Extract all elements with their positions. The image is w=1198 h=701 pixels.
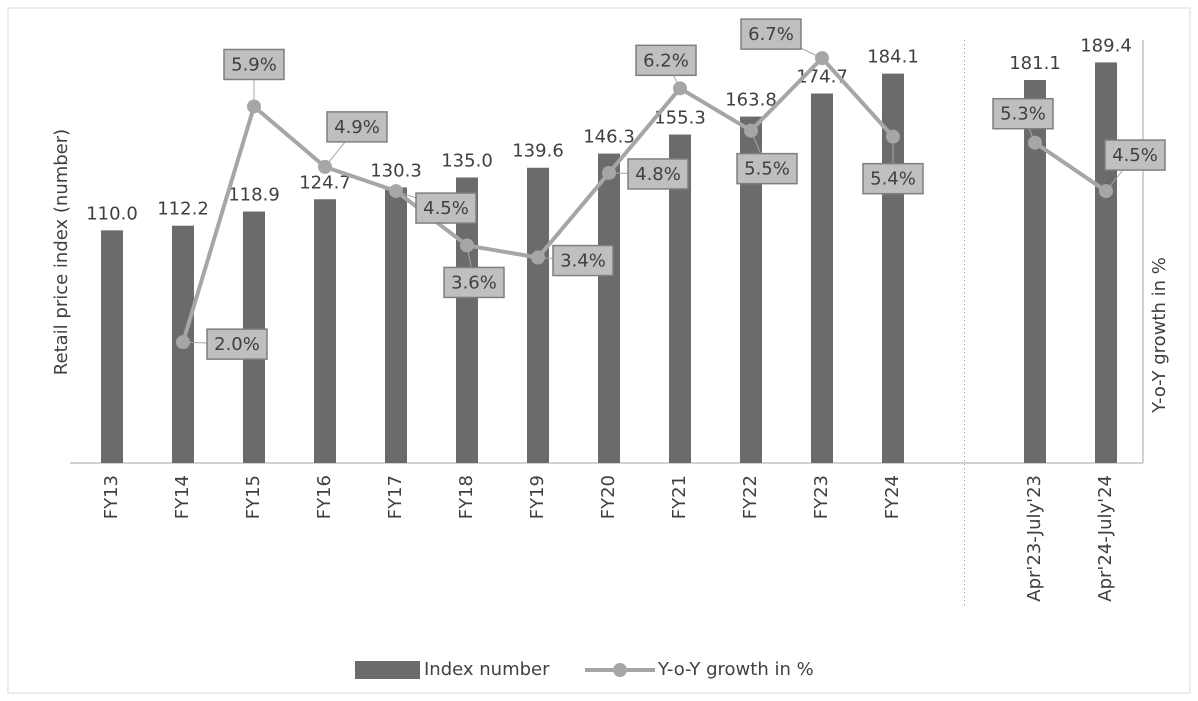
bar: [598, 153, 620, 463]
x-tick-label: FY24: [882, 475, 903, 519]
label-box: [206, 328, 268, 360]
x-tick-label: FY18: [456, 475, 477, 519]
bar: [527, 167, 549, 463]
label-box: [552, 244, 614, 277]
bar-value-label: 118.9: [228, 185, 280, 206]
bar-value-label: 130.3: [370, 160, 422, 181]
label-box: [415, 192, 477, 224]
bar-value-label: 163.8: [725, 90, 777, 111]
bar-value-label: 184.1: [867, 47, 919, 68]
line-value-label: 5.3%: [1000, 104, 1046, 125]
x-tick-label: FY19: [527, 475, 548, 519]
label-box: [1104, 139, 1166, 171]
legend-label: Index number: [424, 659, 550, 680]
label-box: [740, 18, 802, 50]
bar-value-label: 146.3: [583, 127, 635, 148]
legend-marker: [613, 663, 627, 677]
x-tick-label: FY14: [172, 475, 193, 519]
x-tick-label: FY22: [740, 475, 761, 519]
bar: [669, 134, 691, 463]
bar-value-label: 189.4: [1080, 35, 1132, 56]
x-tick-label: FY20: [598, 475, 619, 519]
label-box: [627, 158, 689, 190]
label-box: [223, 48, 285, 81]
bar: [314, 199, 336, 463]
label-box: [862, 162, 924, 195]
line-value-label: 5.4%: [870, 169, 916, 190]
bar-value-label: 139.6: [512, 141, 564, 162]
line-value-label: 6.7%: [748, 24, 794, 45]
label-box: [443, 266, 505, 299]
label-box: [635, 44, 697, 77]
label-box: [326, 111, 388, 143]
line-value-label: 4.8%: [635, 164, 681, 185]
y2-axis-title: Y-o-Y growth in %: [1149, 257, 1170, 414]
bar: [740, 116, 762, 464]
x-tick-label: FY21: [669, 475, 690, 519]
bar: [811, 93, 833, 464]
bar-value-label: 124.7: [299, 172, 351, 193]
bar-value-label: 155.3: [654, 108, 706, 129]
legend-swatch: [355, 661, 420, 679]
line-value-label: 2.0%: [214, 334, 260, 355]
x-tick-label: FY17: [385, 475, 406, 519]
x-tick-label: Apr'24-July'24: [1095, 475, 1116, 602]
bar: [385, 187, 407, 463]
line-value-label: 4.9%: [334, 117, 380, 138]
label-box: [736, 152, 798, 185]
x-tick-label: FY23: [811, 475, 832, 519]
bar-value-label: 135.0: [441, 150, 493, 171]
legend-label: Y-o-Y growth in %: [657, 659, 814, 680]
line-value-label: 3.4%: [560, 251, 606, 272]
x-tick-label: Apr'23-July'23: [1024, 475, 1045, 602]
line-value-label: 5.5%: [744, 159, 790, 180]
line-value-label: 6.2%: [643, 50, 689, 71]
x-tick-label: FY16: [314, 475, 335, 519]
line-value-label: 4.5%: [423, 198, 469, 219]
y-axis-title: Retail price index (number): [51, 129, 72, 375]
chart-frame: [7, 7, 1191, 694]
bar: [101, 230, 123, 463]
label-box: [992, 97, 1054, 130]
bar-value-label: 181.1: [1009, 53, 1061, 74]
line-value-label: 3.6%: [451, 272, 497, 293]
bar: [1095, 62, 1117, 463]
line-value-label: 4.5%: [1112, 145, 1158, 166]
bar-value-label: 112.2: [157, 199, 209, 220]
bar-value-label: 110.0: [86, 203, 138, 224]
bar: [1024, 79, 1046, 463]
x-tick-label: FY13: [101, 475, 122, 519]
line-value-label: 5.9%: [231, 54, 277, 75]
x-tick-label: FY15: [243, 475, 264, 519]
